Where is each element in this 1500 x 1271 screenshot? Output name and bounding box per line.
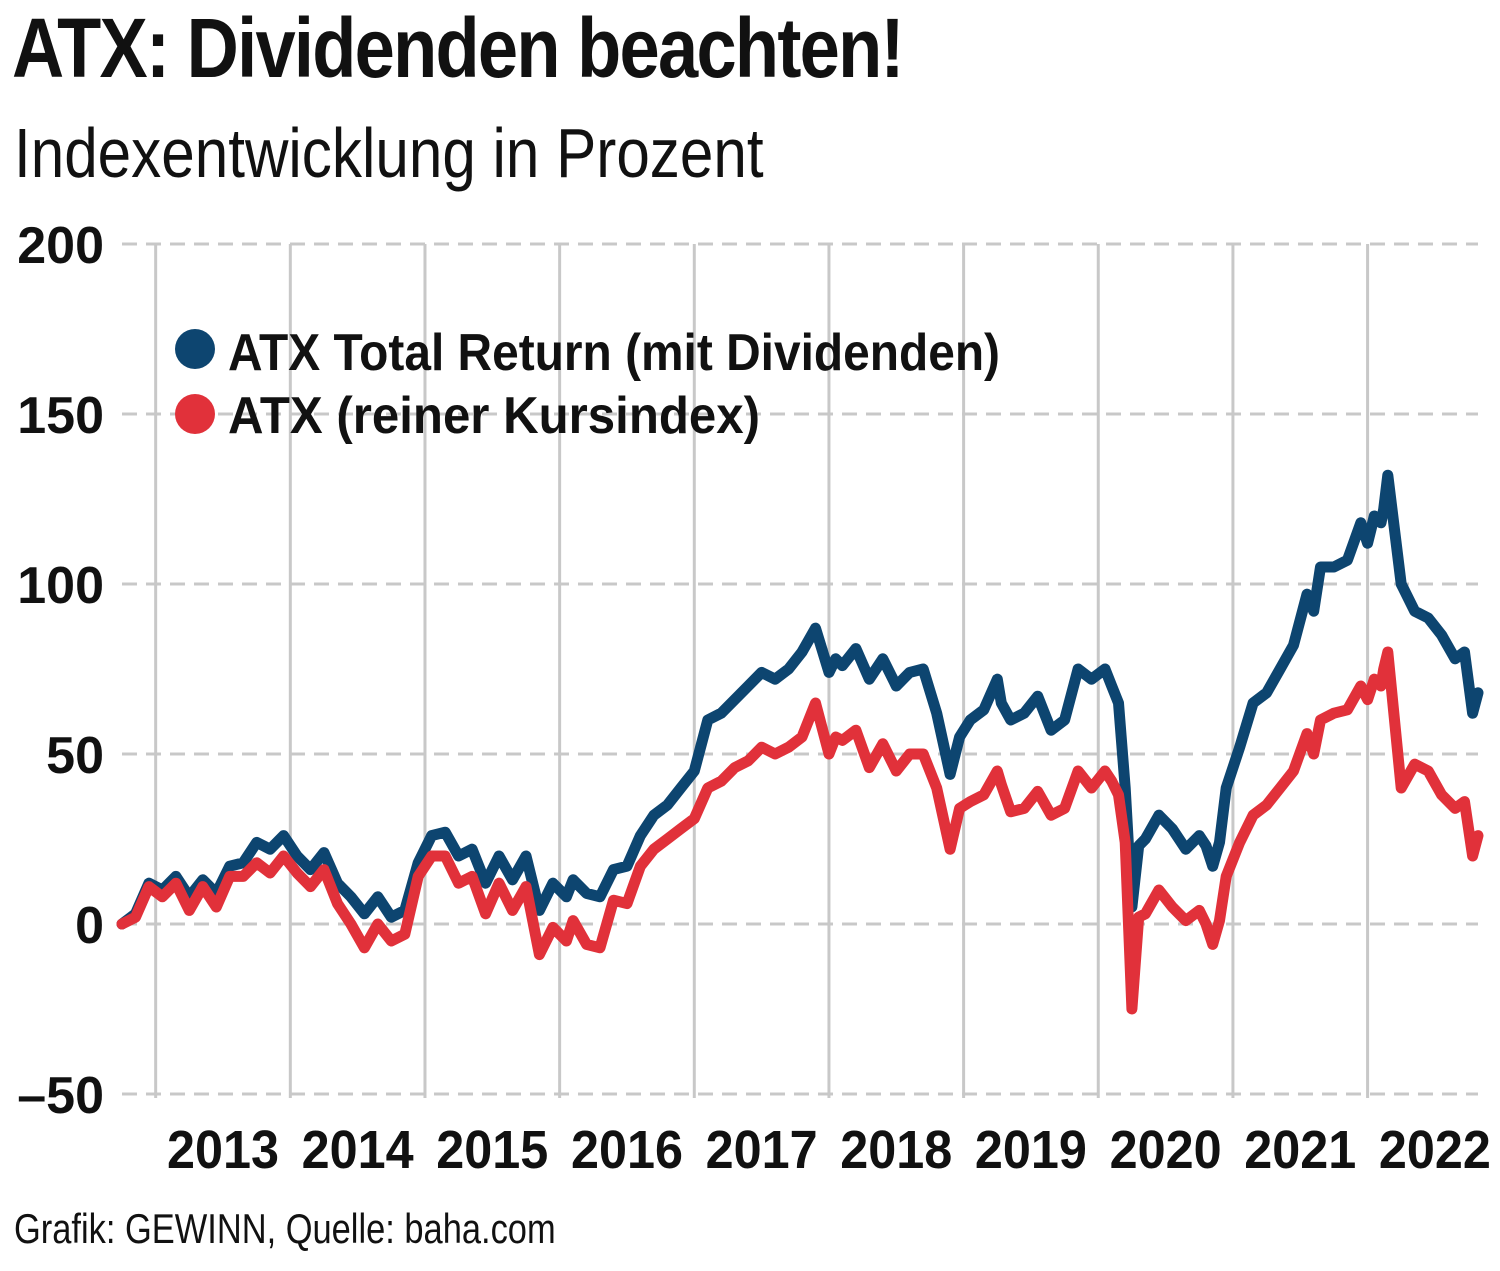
series-line-price-index bbox=[116, 646, 1484, 1015]
y-tick-label: 200 bbox=[17, 217, 104, 275]
series-lines bbox=[116, 469, 1484, 1015]
chart-subtitle: Indexentwicklung in Prozent bbox=[14, 114, 764, 192]
x-tick-label: 2014 bbox=[302, 1120, 414, 1180]
legend-marker-price-index bbox=[175, 394, 215, 434]
series-line-total-return bbox=[116, 469, 1484, 930]
y-tick-label: 50 bbox=[46, 727, 104, 785]
x-tick-label: 2017 bbox=[706, 1120, 818, 1180]
x-tick-label: 2021 bbox=[1244, 1120, 1356, 1180]
x-tick-label: 2015 bbox=[436, 1120, 548, 1180]
y-tick-label: 150 bbox=[17, 387, 104, 445]
x-tick-label: 2019 bbox=[975, 1120, 1087, 1180]
legend-label-total-return: ATX Total Return (mit Dividenden) bbox=[228, 324, 1000, 382]
legend: ATX Total Return (mit Dividenden) ATX (r… bbox=[175, 324, 1000, 445]
source-note: Grafik: GEWINN, Quelle: baha.com bbox=[14, 1205, 556, 1252]
chart-title: ATX: Dividenden beachten! bbox=[12, 1, 905, 95]
x-tick-label: 2020 bbox=[1110, 1120, 1222, 1180]
x-tick-label: 2022 bbox=[1379, 1120, 1491, 1180]
y-tick-label: –50 bbox=[17, 1067, 104, 1125]
axis-labels: –50 0 50 100 150 200 2013 2014 2015 2016 2017 2018 2… bbox=[17, 217, 1491, 1180]
legend-marker-total-return bbox=[175, 329, 215, 369]
x-tick-label: 2018 bbox=[840, 1120, 952, 1180]
x-tick-label: 2013 bbox=[167, 1120, 279, 1180]
y-tick-label: 0 bbox=[75, 897, 104, 955]
y-tick-label: 100 bbox=[17, 557, 104, 615]
legend-label-price-index: ATX (reiner Kursindex) bbox=[228, 387, 760, 445]
x-tick-label: 2016 bbox=[571, 1120, 683, 1180]
